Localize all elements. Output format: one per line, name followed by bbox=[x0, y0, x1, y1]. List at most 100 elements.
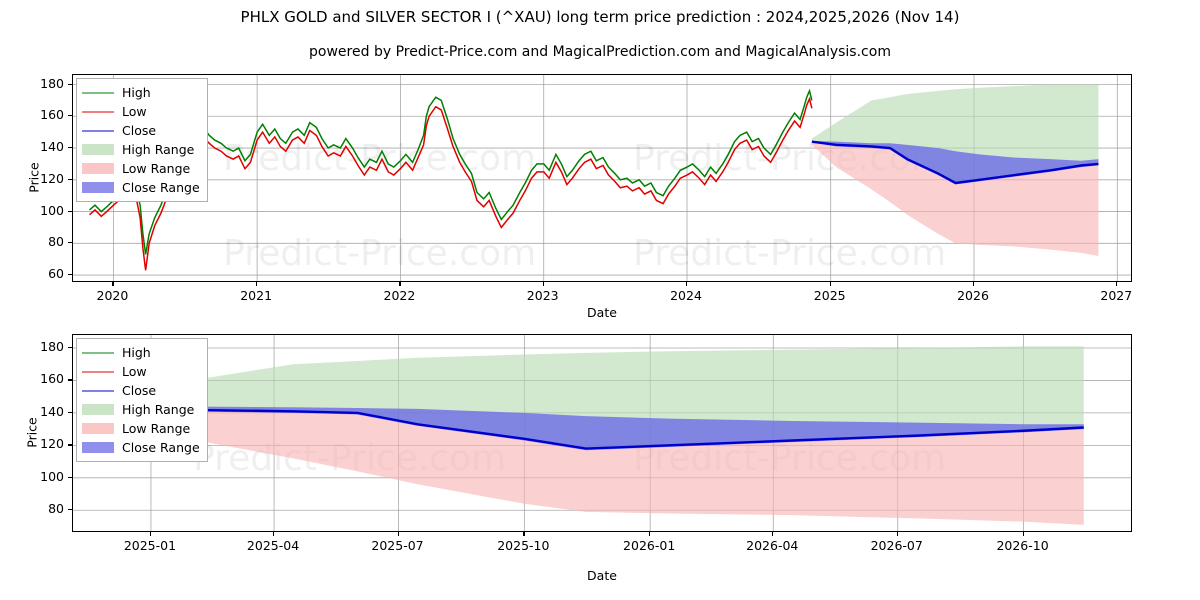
x-axis-tick-label: 2024 bbox=[670, 288, 702, 303]
legend-label: Low bbox=[122, 104, 147, 119]
y-axis-tick-mark bbox=[68, 210, 72, 212]
legend-marker bbox=[82, 390, 114, 391]
x-axis-tick-label: 2025 bbox=[813, 288, 846, 303]
chart-title: PHLX GOLD and SILVER SECTOR I (^XAU) lon… bbox=[240, 8, 960, 26]
watermark-text: Predict-Price.com bbox=[223, 138, 536, 179]
x-axis-tick-label: 2026-01 bbox=[623, 538, 676, 553]
legend-swatch-icon bbox=[82, 86, 114, 99]
legend-label: High Range bbox=[122, 402, 195, 417]
legend-swatch-icon bbox=[82, 124, 114, 137]
legend-item-close-range: Close Range bbox=[82, 178, 200, 197]
top-y-axis-label: Price bbox=[26, 162, 42, 193]
legend-marker bbox=[82, 423, 114, 434]
y-axis-tick-label: 180 bbox=[40, 338, 64, 354]
legend-marker bbox=[82, 111, 114, 112]
close-price-line bbox=[811, 140, 1099, 185]
legend-item-low: Low bbox=[82, 362, 200, 381]
legend-marker bbox=[82, 352, 114, 353]
x-axis-tick-mark bbox=[112, 282, 114, 286]
legend-item-high: High bbox=[82, 343, 200, 362]
x-axis-tick-mark bbox=[649, 532, 651, 536]
x-axis-tick-mark bbox=[1022, 532, 1024, 536]
legend-marker bbox=[82, 371, 114, 372]
x-axis-tick-label: 2025-07 bbox=[371, 538, 424, 553]
y-axis-tick-mark bbox=[68, 476, 72, 478]
legend-swatch-icon bbox=[82, 143, 114, 156]
chart-subtitle: powered by Predict-Price.com and Magical… bbox=[309, 44, 891, 60]
legend-item-low-range: Low Range bbox=[82, 159, 200, 178]
legend-label: High bbox=[122, 345, 151, 360]
y-axis-tick-label: 60 bbox=[48, 266, 64, 282]
x-axis-tick-label: 2021 bbox=[240, 288, 273, 303]
legend-label: Close bbox=[122, 383, 157, 398]
legend-marker bbox=[82, 442, 114, 453]
x-axis-tick-mark bbox=[399, 282, 401, 286]
bottom-y-axis-label: Price bbox=[24, 417, 40, 448]
y-axis-tick-mark bbox=[68, 411, 72, 414]
legend-label: Low Range bbox=[122, 421, 191, 436]
x-axis-tick-label: 2026-10 bbox=[996, 538, 1049, 553]
y-axis-tick-mark bbox=[68, 444, 72, 446]
bottom-x-axis-label: Date bbox=[587, 568, 617, 583]
legend-swatch-icon bbox=[82, 422, 114, 435]
low-range-band bbox=[811, 142, 1099, 257]
x-axis-tick-label: 2026 bbox=[957, 288, 989, 303]
top-plot-frame: Predict-Price.com Predict-Price.com Predic… bbox=[72, 74, 1132, 282]
watermark-text: Predict-Price.com bbox=[223, 233, 536, 274]
close-price-line bbox=[85, 405, 1084, 450]
top-x-axis-label: Date bbox=[587, 305, 617, 320]
legend-swatch-icon bbox=[82, 346, 114, 359]
legend-item-high: High bbox=[82, 83, 200, 102]
legend-swatch-icon bbox=[82, 162, 114, 175]
x-axis-tick-mark bbox=[686, 282, 688, 286]
x-axis-tick-mark bbox=[896, 532, 898, 536]
legend-swatch-icon bbox=[82, 441, 114, 454]
legend-label: Close Range bbox=[122, 180, 200, 195]
y-axis-tick-label: 180 bbox=[40, 75, 64, 91]
x-axis-tick-mark bbox=[273, 532, 275, 536]
y-axis-tick-mark bbox=[68, 379, 72, 381]
bottom-legend: High Low Close High Range Low Range Close Ran… bbox=[76, 338, 208, 462]
legend-swatch-icon bbox=[82, 384, 114, 397]
x-axis-tick-label: 2025-01 bbox=[123, 538, 177, 553]
x-axis-tick-label: 2020 bbox=[96, 288, 129, 303]
y-axis-tick-mark bbox=[68, 178, 72, 180]
y-axis-tick-label: 160 bbox=[40, 107, 64, 123]
y-axis-tick-mark bbox=[68, 115, 72, 117]
legend-item-close-range: Close Range bbox=[82, 438, 200, 457]
watermark-text: Predict-Price.com bbox=[633, 233, 946, 274]
x-axis-tick-mark bbox=[542, 282, 544, 286]
x-axis-tick-mark bbox=[523, 532, 525, 536]
y-axis-tick-label: 140 bbox=[40, 403, 64, 419]
legend-item-close: Close bbox=[82, 121, 200, 140]
legend-label: High bbox=[122, 85, 151, 100]
x-axis-tick-label: 2026-07 bbox=[870, 538, 923, 553]
x-axis-tick-label: 2022 bbox=[383, 288, 416, 303]
x-axis-tick-label: 2026-04 bbox=[746, 538, 799, 553]
y-axis-tick-label: 100 bbox=[40, 468, 64, 484]
legend-marker bbox=[82, 163, 114, 174]
x-axis-tick-label: 2023 bbox=[526, 288, 559, 303]
y-axis-tick-label: 160 bbox=[40, 371, 64, 387]
legend-label: Low bbox=[122, 364, 147, 379]
x-axis-tick-mark bbox=[256, 282, 258, 286]
legend-marker bbox=[82, 404, 114, 415]
y-axis-tick-mark bbox=[68, 147, 72, 149]
legend-marker bbox=[82, 130, 114, 131]
legend-item-low: Low bbox=[82, 102, 200, 121]
legend-item-close: Close bbox=[82, 381, 200, 400]
legend-swatch-icon bbox=[82, 365, 114, 378]
x-axis-tick-label: 2025-10 bbox=[497, 538, 550, 553]
x-axis-tick-mark bbox=[149, 532, 152, 536]
x-axis-tick-label: 2025-04 bbox=[246, 538, 300, 553]
x-axis-tick-mark bbox=[772, 532, 774, 536]
legend-label: Close Range bbox=[122, 440, 200, 455]
top-chart-panel: Predict-Price.com Predict-Price.com Predic… bbox=[72, 74, 1132, 282]
y-axis-tick-label: 80 bbox=[48, 501, 64, 517]
y-axis-tick-label: 80 bbox=[48, 234, 64, 250]
legend-swatch-icon bbox=[82, 105, 114, 118]
legend-label: High Range bbox=[122, 142, 195, 157]
y-axis-tick-label: 140 bbox=[40, 139, 64, 155]
